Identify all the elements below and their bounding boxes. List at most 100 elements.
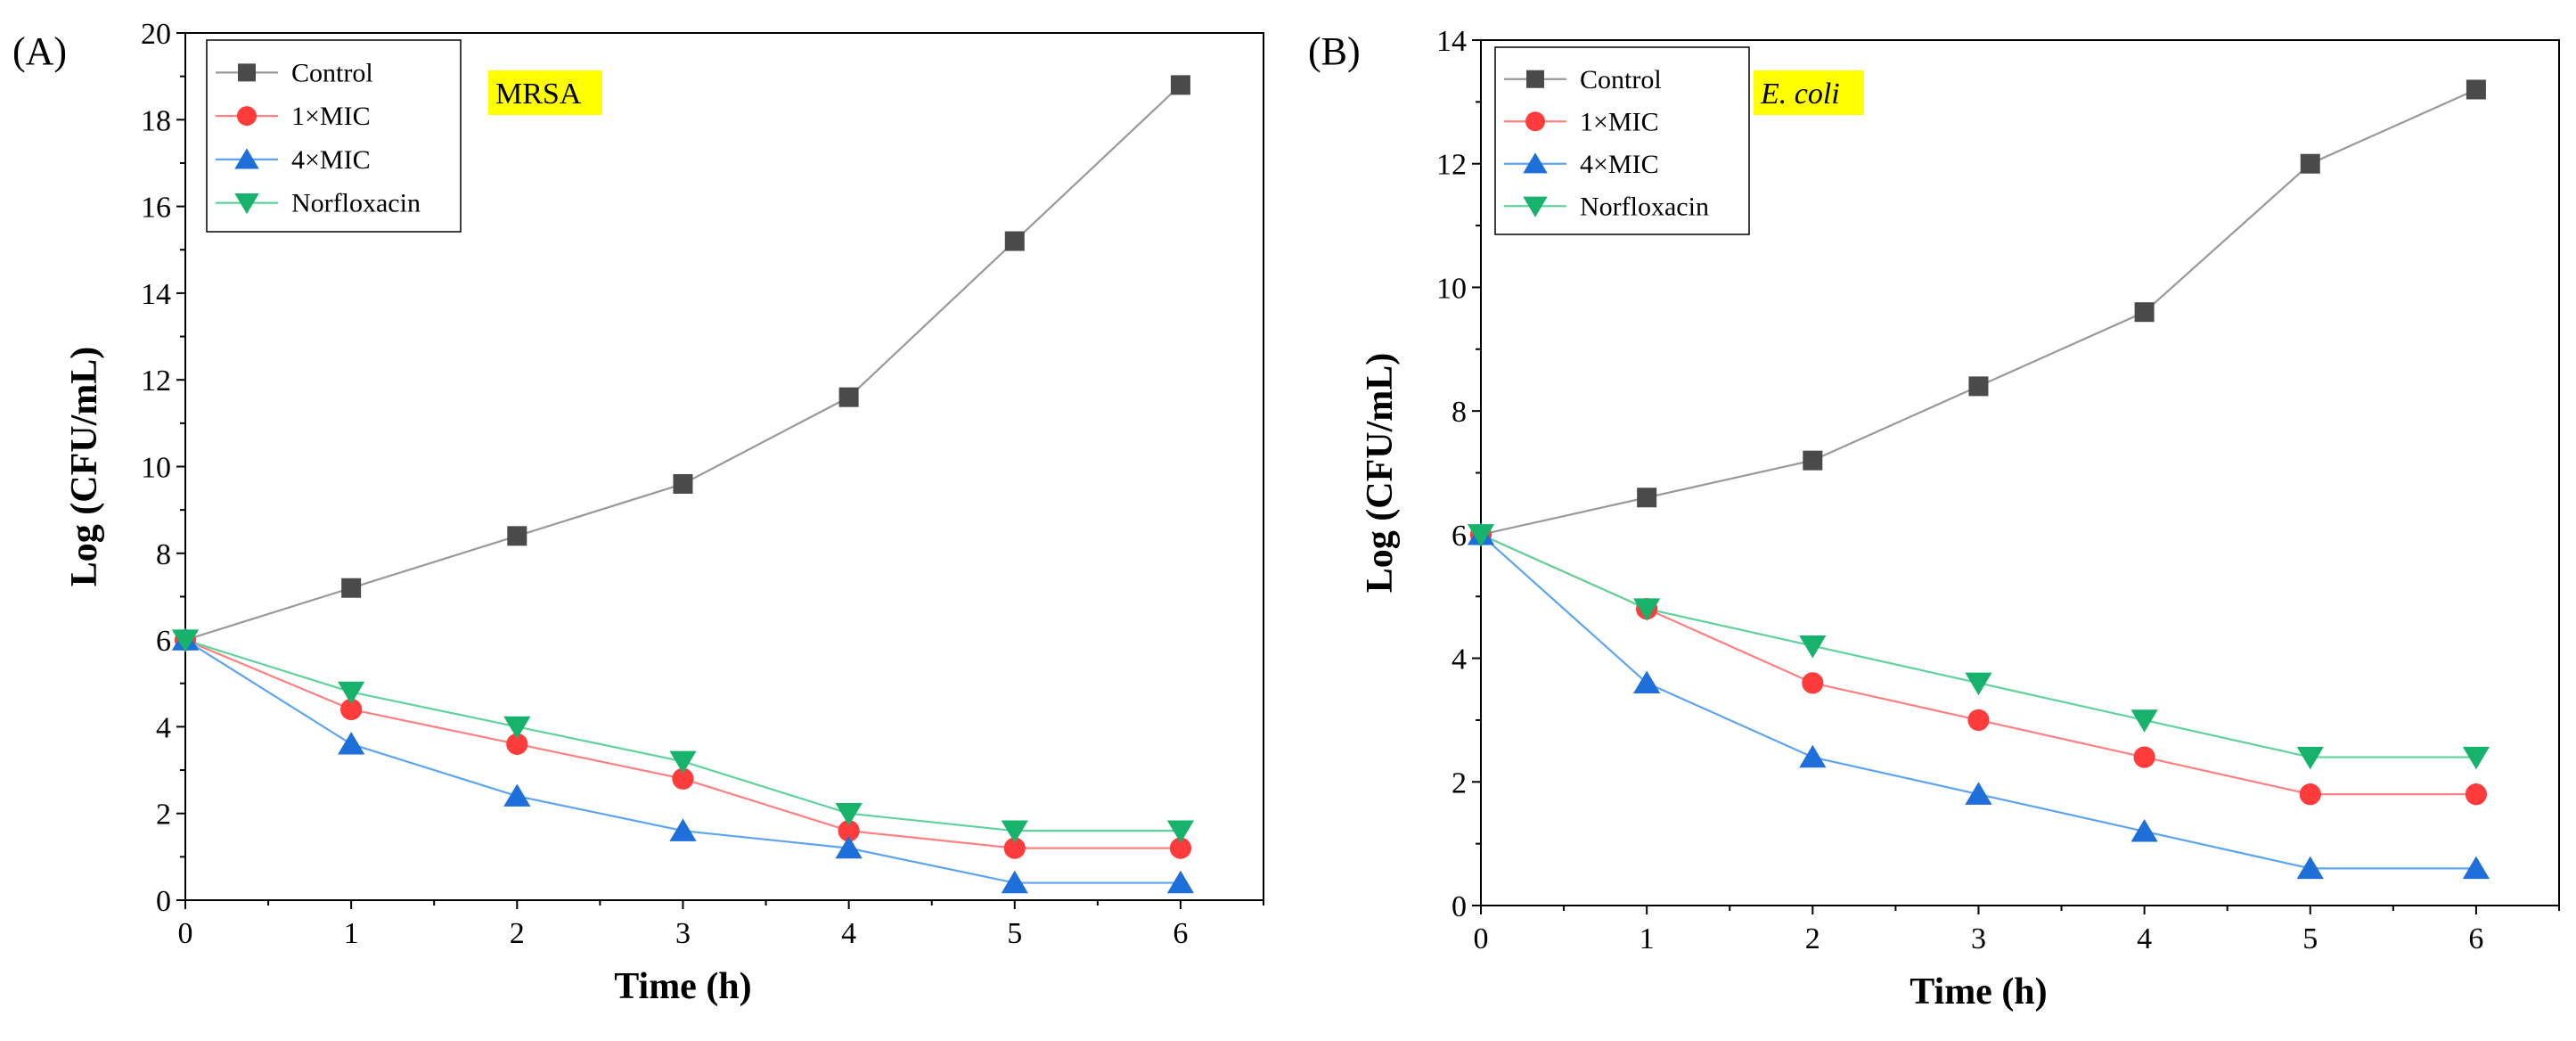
legend-marker-norfloxacin xyxy=(1523,196,1548,217)
data-point-control xyxy=(2300,153,2320,174)
legend-marker-4-mic xyxy=(234,148,259,169)
data-point-1-mic xyxy=(2465,783,2488,806)
legend-label-norfloxacin: Norfloxacin xyxy=(1580,192,1709,221)
data-point-1-mic xyxy=(838,820,860,842)
y-tick-label: 14 xyxy=(141,278,171,311)
panel-label-a: (A) xyxy=(12,29,67,73)
data-point-control xyxy=(507,526,527,546)
x-tick-label: 6 xyxy=(2468,922,2483,955)
data-point-norfloxacin xyxy=(1467,524,1495,547)
data-point-norfloxacin xyxy=(835,803,863,826)
y-tick-label: 6 xyxy=(1452,520,1467,553)
legend-marker-control xyxy=(1526,70,1544,88)
data-point-4-mic xyxy=(503,783,531,807)
y-tick-label: 12 xyxy=(1436,149,1467,182)
data-point-4-mic xyxy=(1799,744,1827,768)
legend-label-4-mic: 4×MIC xyxy=(291,145,371,175)
data-point-4-mic xyxy=(1001,870,1028,894)
x-tick-label: 0 xyxy=(178,917,193,950)
data-point-control xyxy=(2134,302,2155,323)
data-point-norfloxacin xyxy=(2296,746,2324,770)
x-tick-label: 6 xyxy=(1173,917,1188,950)
legend-marker-1-mic xyxy=(237,106,257,127)
legend-marker-control xyxy=(238,63,256,82)
data-point-norfloxacin xyxy=(2462,746,2490,770)
y-tick-label: 8 xyxy=(156,538,171,571)
data-point-norfloxacin xyxy=(1965,672,1992,696)
data-point-norfloxacin xyxy=(171,629,200,652)
data-point-1-mic xyxy=(506,733,528,755)
data-point-1-mic xyxy=(1003,837,1026,859)
y-tick-label: 0 xyxy=(1452,890,1467,923)
data-point-norfloxacin xyxy=(503,716,531,740)
y-tick-label: 0 xyxy=(156,885,171,918)
legend-label-4-mic: 4×MIC xyxy=(1580,150,1659,179)
x-tick-label: 2 xyxy=(1805,922,1820,955)
data-point-control xyxy=(1968,376,1989,397)
organism-tag-highlight-b xyxy=(1754,70,1864,115)
y-tick-label: 6 xyxy=(156,625,171,658)
data-point-4-mic xyxy=(669,818,697,841)
data-point-norfloxacin xyxy=(1166,820,1195,843)
data-point-4-mic xyxy=(1633,670,1661,694)
data-point-4-mic xyxy=(2462,856,2490,880)
data-point-4-mic xyxy=(2296,856,2324,880)
data-point-norfloxacin xyxy=(338,681,365,705)
data-point-4-mic xyxy=(1965,782,1992,805)
organism-tag-a: MRSA xyxy=(495,78,582,111)
y-tick-label: 4 xyxy=(1452,643,1467,676)
legend-label-norfloxacin: Norfloxacin xyxy=(291,189,421,218)
x-tick-label: 1 xyxy=(1640,922,1655,955)
panel-b: (B) E. coli Time (h) Log (CFU/mL) 0 2 4 6 8 1… xyxy=(1308,25,2560,1012)
y-axis-title-b: Log (CFU/mL) xyxy=(1360,353,1401,593)
data-point-norfloxacin xyxy=(669,750,697,775)
data-point-1-mic xyxy=(1967,709,1990,732)
legend-label-control: Control xyxy=(291,58,373,87)
legend-label-1-mic: 1×MIC xyxy=(1580,107,1659,136)
x-tick-label: 3 xyxy=(675,917,691,950)
x-tick-label: 0 xyxy=(1474,922,1489,955)
x-tick-label: 4 xyxy=(841,917,856,950)
data-point-control xyxy=(1637,488,1657,508)
data-point-4-mic xyxy=(835,835,863,859)
data-point-1-mic xyxy=(672,767,694,790)
organism-tag-highlight-a xyxy=(488,70,602,115)
x-axis-title-a: Time (h) xyxy=(614,966,751,1007)
data-point-1-mic xyxy=(2133,746,2155,768)
data-point-4-mic xyxy=(338,732,365,755)
legend-label-control: Control xyxy=(1580,65,1662,94)
data-point-control xyxy=(673,473,693,494)
data-point-1-mic xyxy=(2299,783,2321,806)
legend-marker-norfloxacin xyxy=(234,193,259,215)
legend-marker-4-mic xyxy=(1523,152,1548,174)
x-axis-title-b: Time (h) xyxy=(1910,971,2047,1012)
series-line-1-mic xyxy=(1480,533,2476,796)
data-point-4-mic xyxy=(1166,870,1195,894)
y-tick-label: 4 xyxy=(156,711,171,744)
y-tick-label: 12 xyxy=(141,365,171,398)
y-tick-label: 14 xyxy=(1436,25,1467,58)
x-tick-label: 4 xyxy=(2137,922,2152,955)
y-tick-label: 10 xyxy=(141,452,171,485)
x-tick-label: 2 xyxy=(510,917,525,950)
organism-tag-b: E. coli xyxy=(1760,78,1840,111)
legend-label-1-mic: 1×MIC xyxy=(291,102,371,131)
x-tick-label: 1 xyxy=(344,917,359,950)
data-point-1-mic xyxy=(1802,672,1824,694)
series-line-1-mic xyxy=(184,639,1181,849)
legend-marker-1-mic xyxy=(1525,111,1545,132)
data-point-1-mic xyxy=(340,698,363,721)
data-point-control xyxy=(1803,450,1823,471)
data-point-control xyxy=(1170,75,1190,95)
data-point-control xyxy=(838,387,859,407)
y-tick-label: 8 xyxy=(1452,396,1467,429)
data-point-1-mic xyxy=(1169,837,1192,859)
panel-a: (A) MRSA Time (h) Log (CFU/mL) 024681012… xyxy=(12,18,1264,1007)
x-tick-label: 5 xyxy=(1007,917,1022,950)
data-point-control xyxy=(1004,231,1025,251)
y-tick-label: 16 xyxy=(141,192,171,225)
series-line-4-mic xyxy=(1480,534,2476,870)
y-tick-label: 20 xyxy=(141,18,171,51)
data-point-4-mic xyxy=(2130,819,2158,842)
data-point-control xyxy=(341,578,362,598)
